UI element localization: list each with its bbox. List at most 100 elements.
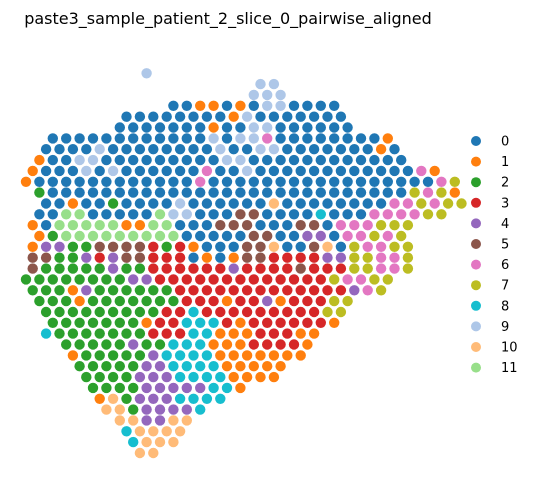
spot-cluster-6 (409, 209, 420, 220)
spot-cluster-2 (114, 295, 126, 307)
spot-cluster-2 (67, 241, 79, 252)
spot-cluster-2 (67, 306, 79, 318)
spot-cluster-3 (268, 263, 280, 274)
spot-cluster-0 (409, 176, 420, 187)
spot-cluster-3 (295, 306, 306, 318)
spot-cluster-3 (288, 274, 300, 285)
spot-cluster-6 (389, 198, 400, 209)
legend-marker (471, 156, 481, 167)
spot-cluster-0 (382, 154, 393, 166)
spot-cluster-2 (114, 361, 126, 372)
spot-cluster-3 (148, 263, 159, 274)
spot-cluster-2 (128, 404, 139, 415)
spot-cluster-0 (161, 144, 172, 155)
spot-cluster-11 (74, 209, 85, 220)
legend-item-0: 0 (471, 135, 509, 150)
spot-cluster-11 (87, 230, 99, 242)
spot-cluster-0 (288, 100, 300, 112)
spot-cluster-5 (121, 252, 132, 263)
spot-cluster-0 (215, 165, 226, 177)
spot-cluster-3 (154, 274, 166, 285)
spot-cluster-0 (329, 154, 340, 166)
spot-cluster-10 (134, 447, 146, 459)
spot-cluster-9 (248, 89, 259, 101)
spot-cluster-7 (436, 209, 447, 220)
spot-cluster-11 (94, 220, 105, 231)
spot-cluster-0 (168, 133, 179, 144)
spot-cluster-2 (128, 295, 139, 307)
spot-cluster-2 (94, 306, 105, 318)
spot-cluster-1 (121, 220, 132, 231)
spot-cluster-1 (34, 230, 45, 242)
spot-cluster-0 (74, 176, 85, 187)
spot-cluster-7 (436, 187, 447, 198)
spot-cluster-1 (235, 317, 246, 328)
spot-cluster-0 (295, 198, 306, 209)
spot-cluster-5 (308, 220, 320, 231)
legend-marker (471, 177, 481, 188)
spot-cluster-0 (114, 154, 126, 166)
legend-marker (471, 259, 481, 270)
spot-cluster-1 (221, 339, 233, 350)
spot-cluster-0 (114, 176, 126, 187)
spot-cluster-7 (396, 230, 407, 242)
spot-cluster-0 (308, 144, 320, 155)
spot-cluster-3 (208, 295, 219, 307)
spot-cluster-4 (148, 350, 159, 361)
spot-cluster-6 (342, 274, 353, 285)
spot-cluster-0 (54, 198, 65, 209)
legend-label: 5 (501, 238, 509, 253)
spot-cluster-6 (201, 165, 213, 177)
spot-cluster-0 (148, 144, 159, 155)
spot-cluster-1 (215, 328, 226, 339)
spot-cluster-4 (148, 371, 159, 383)
legend: 0 1 2 3 4 5 6 7 8 9 10 11 (471, 135, 518, 376)
spot-cluster-0 (195, 209, 206, 220)
spot-cluster-5 (241, 252, 253, 263)
spot-cluster-0 (195, 122, 206, 133)
spot-cluster-7 (349, 263, 360, 274)
spot-cluster-9 (221, 154, 233, 166)
spot-cluster-4 (181, 404, 192, 415)
spot-cluster-6 (355, 274, 367, 285)
spot-cluster-1 (302, 339, 313, 350)
spot-cluster-0 (268, 220, 280, 231)
spot-cluster-0 (154, 176, 166, 187)
spot-cluster-7 (375, 220, 387, 231)
spot-cluster-11 (81, 220, 92, 231)
spot-cluster-3 (154, 317, 166, 328)
spot-cluster-0 (87, 133, 99, 144)
spot-cluster-1 (94, 393, 105, 404)
spot-cluster-0 (322, 220, 333, 231)
spot-cluster-0 (329, 187, 340, 198)
legend-item-8: 8 (471, 299, 509, 314)
spot-cluster-0 (174, 144, 186, 155)
spot-cluster-4 (141, 382, 152, 394)
spot-cluster-3 (275, 317, 286, 328)
spot-cluster-9 (268, 144, 280, 155)
spot-cluster-10 (141, 436, 152, 448)
spot-cluster-3 (275, 274, 286, 285)
spot-cluster-2 (94, 350, 105, 361)
spot-cluster-0 (262, 187, 273, 198)
spot-cluster-0 (134, 198, 146, 209)
spot-cluster-1 (241, 350, 253, 361)
spot-cluster-0 (60, 133, 72, 144)
spot-cluster-3 (241, 263, 253, 274)
spot-cluster-2 (54, 306, 65, 318)
spot-cluster-1 (228, 328, 239, 339)
spot-cluster-1 (275, 295, 286, 307)
spot-cluster-0 (335, 144, 347, 155)
spot-cluster-0 (134, 144, 146, 155)
spot-cluster-8 (168, 361, 179, 372)
spot-cluster-2 (74, 317, 85, 328)
spot-cluster-1 (195, 100, 206, 112)
spot-cluster-1 (74, 295, 85, 307)
spot-cluster-1 (375, 144, 387, 155)
spot-cluster-2 (101, 382, 112, 394)
spot-cluster-10 (268, 241, 280, 252)
spot-cluster-4 (181, 382, 192, 394)
spot-cluster-9 (241, 165, 253, 177)
spot-cluster-3 (201, 306, 213, 318)
